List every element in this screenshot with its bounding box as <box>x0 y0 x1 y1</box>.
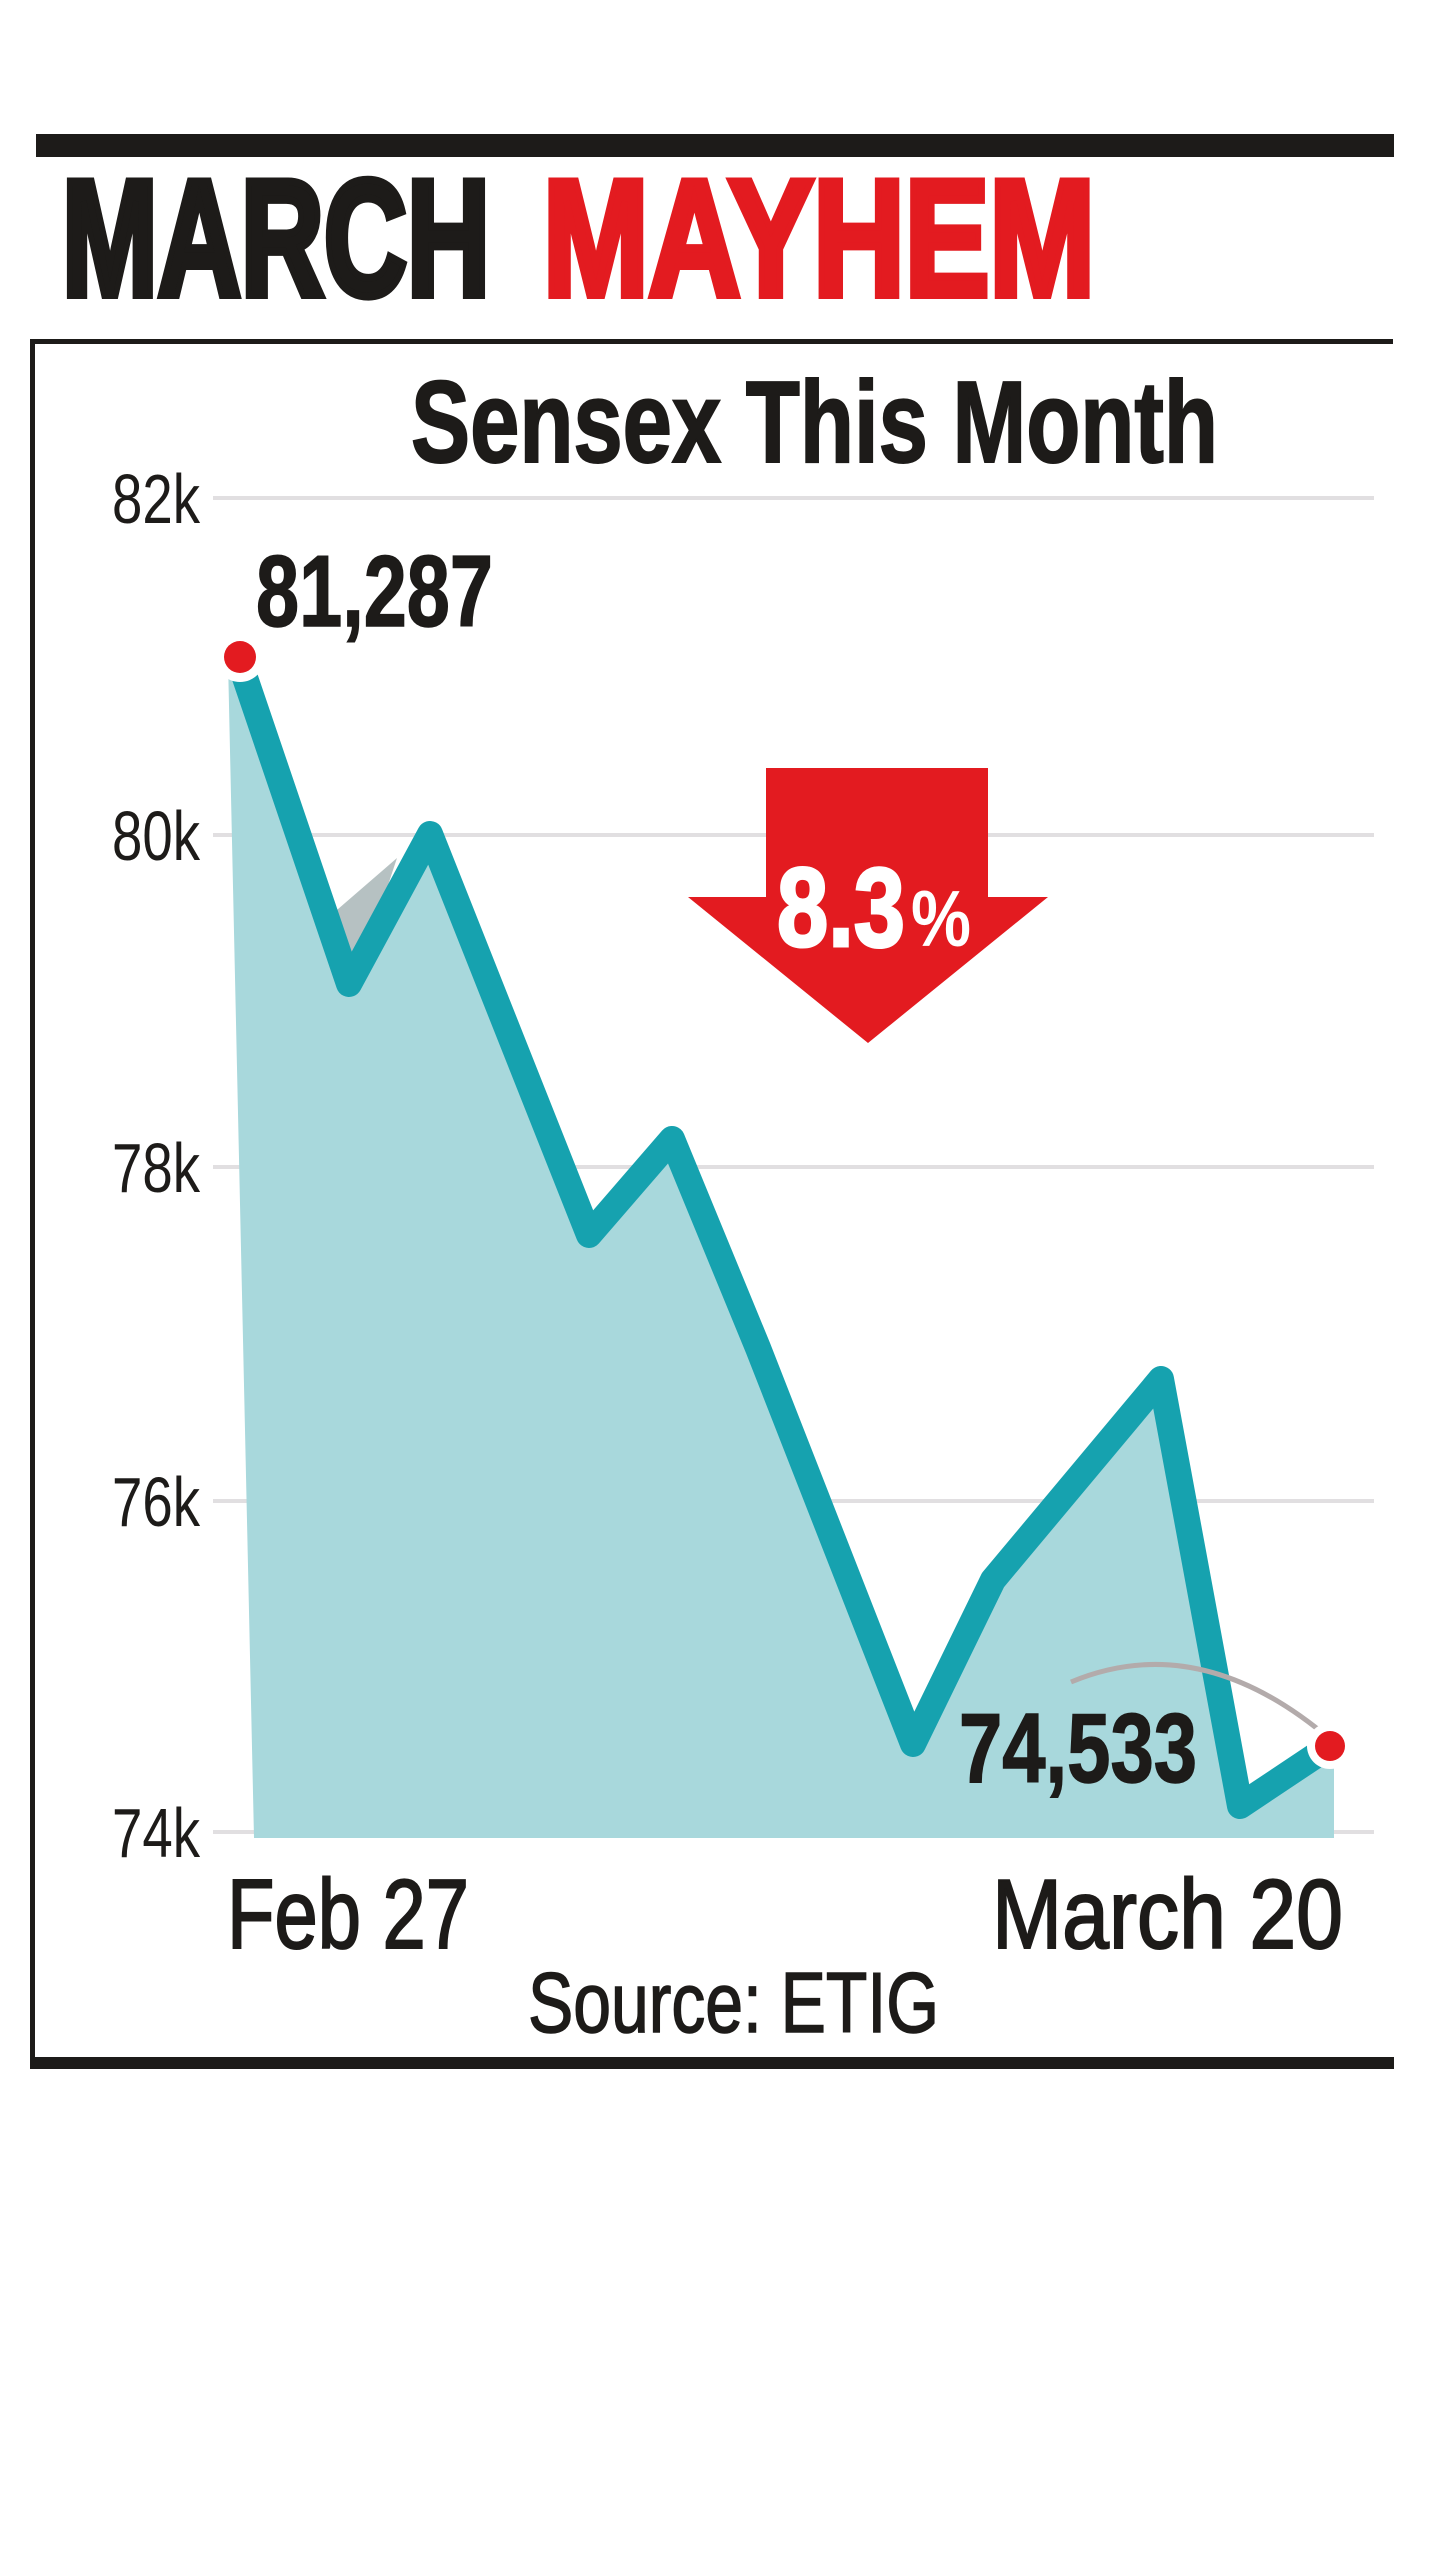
svg-text:MARCH: MARCH <box>62 146 490 330</box>
svg-text:76k: 76k <box>112 1463 201 1541</box>
svg-text:Source: ETIG: Source: ETIG <box>528 1956 939 2051</box>
svg-text:%: % <box>911 874 971 963</box>
svg-text:74k: 74k <box>112 1794 201 1872</box>
svg-text:82k: 82k <box>112 460 201 538</box>
svg-text:8.3: 8.3 <box>777 845 905 970</box>
svg-text:MAYHEM: MAYHEM <box>543 146 1095 330</box>
svg-text:78k: 78k <box>112 1129 201 1207</box>
svg-text:Sensex This Month: Sensex This Month <box>411 357 1218 487</box>
svg-text:Feb 27: Feb 27 <box>227 1859 469 1969</box>
svg-text:81,287: 81,287 <box>256 536 493 648</box>
svg-text:80k: 80k <box>112 797 201 875</box>
svg-text:March 20: March 20 <box>992 1859 1343 1969</box>
svg-text:74,533: 74,533 <box>959 1693 1197 1803</box>
